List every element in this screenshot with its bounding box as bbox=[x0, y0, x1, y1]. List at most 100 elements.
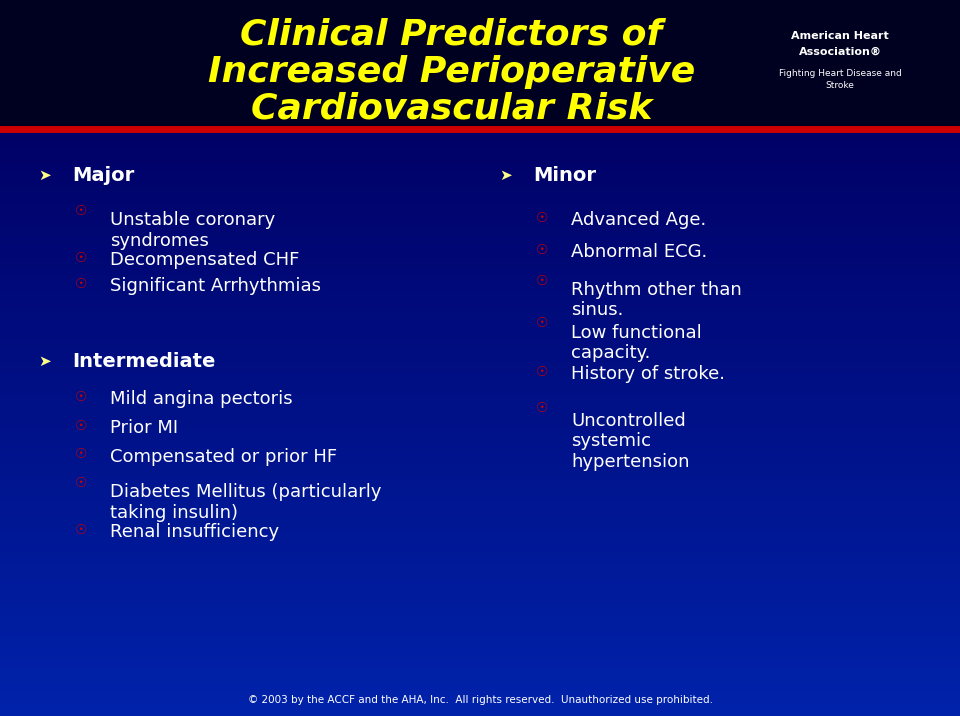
Bar bbox=[0, 601, 960, 605]
Bar bbox=[0, 580, 960, 584]
Bar bbox=[0, 551, 960, 555]
Bar bbox=[0, 301, 960, 304]
Bar bbox=[0, 487, 960, 490]
Bar bbox=[0, 79, 960, 82]
Bar bbox=[0, 172, 960, 175]
Bar bbox=[0, 655, 960, 659]
Text: ☉: ☉ bbox=[536, 243, 549, 258]
Bar bbox=[0, 125, 960, 129]
Text: ☉: ☉ bbox=[536, 211, 549, 226]
Bar bbox=[0, 111, 960, 115]
Bar bbox=[0, 659, 960, 662]
Bar bbox=[0, 594, 960, 598]
Bar bbox=[0, 473, 960, 476]
Bar bbox=[0, 544, 960, 548]
Bar bbox=[0, 569, 960, 573]
Bar bbox=[0, 265, 960, 268]
Bar bbox=[0, 698, 960, 702]
Text: Mild angina pectoris: Mild angina pectoris bbox=[110, 390, 293, 408]
Bar bbox=[0, 36, 960, 39]
Bar bbox=[0, 684, 960, 687]
Bar bbox=[0, 358, 960, 362]
Bar bbox=[0, 294, 960, 297]
Bar bbox=[0, 261, 960, 265]
Bar bbox=[0, 90, 960, 93]
Text: ☉: ☉ bbox=[536, 316, 549, 331]
Bar bbox=[0, 426, 960, 430]
Bar bbox=[0, 315, 960, 319]
Bar bbox=[0, 272, 960, 276]
Bar bbox=[0, 14, 960, 18]
Bar bbox=[0, 480, 960, 483]
Bar bbox=[0, 57, 960, 61]
Bar bbox=[0, 61, 960, 64]
Text: Unstable coronary
syndromes: Unstable coronary syndromes bbox=[110, 211, 276, 250]
Bar bbox=[0, 573, 960, 576]
Bar bbox=[0, 419, 960, 422]
Bar bbox=[0, 211, 960, 215]
Bar bbox=[0, 154, 960, 158]
Bar bbox=[0, 304, 960, 308]
Bar bbox=[0, 75, 960, 79]
Bar bbox=[0, 673, 960, 677]
Text: ☉: ☉ bbox=[536, 274, 549, 288]
Bar bbox=[0, 619, 960, 623]
Bar bbox=[0, 344, 960, 347]
Bar bbox=[0, 451, 960, 455]
Bar bbox=[0, 677, 960, 680]
Bar bbox=[0, 430, 960, 433]
Bar bbox=[0, 558, 960, 562]
Bar bbox=[0, 462, 960, 465]
Bar bbox=[0, 365, 960, 369]
Bar bbox=[0, 584, 960, 587]
Text: ☉: ☉ bbox=[75, 476, 88, 490]
Text: Major: Major bbox=[72, 166, 134, 185]
Bar bbox=[0, 161, 960, 165]
Text: ☉: ☉ bbox=[75, 448, 88, 462]
Bar bbox=[0, 150, 960, 154]
Bar bbox=[0, 129, 960, 132]
Bar bbox=[0, 179, 960, 183]
Text: Diabetes Mellitus (particularly
taking insulin): Diabetes Mellitus (particularly taking i… bbox=[110, 483, 382, 522]
Bar bbox=[0, 634, 960, 637]
Bar bbox=[0, 501, 960, 505]
Bar bbox=[0, 390, 960, 394]
Bar bbox=[0, 541, 960, 544]
Bar bbox=[0, 43, 960, 47]
Bar bbox=[0, 251, 960, 254]
Text: ☉: ☉ bbox=[75, 523, 88, 537]
Bar bbox=[0, 197, 960, 200]
Text: ☉: ☉ bbox=[75, 277, 88, 291]
Bar bbox=[0, 444, 960, 448]
Bar bbox=[0, 591, 960, 594]
Bar bbox=[0, 369, 960, 372]
Bar bbox=[0, 630, 960, 634]
Text: American Heart: American Heart bbox=[791, 31, 889, 41]
Text: ☉: ☉ bbox=[75, 204, 88, 218]
Text: ☉: ☉ bbox=[75, 251, 88, 265]
Bar bbox=[0, 39, 960, 43]
Bar bbox=[0, 29, 960, 32]
Bar bbox=[0, 243, 960, 247]
Bar bbox=[0, 132, 960, 136]
Bar bbox=[0, 498, 960, 501]
Bar bbox=[0, 412, 960, 415]
Bar bbox=[0, 204, 960, 208]
Text: Compensated or prior HF: Compensated or prior HF bbox=[110, 448, 338, 465]
Bar bbox=[0, 247, 960, 251]
Bar bbox=[0, 47, 960, 50]
Text: Increased Perioperative: Increased Perioperative bbox=[207, 54, 695, 89]
Bar bbox=[0, 483, 960, 487]
Bar bbox=[0, 268, 960, 272]
Bar bbox=[0, 18, 960, 21]
Text: Stroke: Stroke bbox=[826, 82, 854, 90]
Bar bbox=[0, 465, 960, 469]
Bar bbox=[0, 490, 960, 494]
Bar bbox=[0, 0, 960, 129]
Bar bbox=[0, 104, 960, 107]
Bar bbox=[0, 168, 960, 172]
Bar bbox=[0, 97, 960, 100]
Bar bbox=[0, 208, 960, 211]
Bar bbox=[0, 641, 960, 644]
Bar bbox=[0, 566, 960, 569]
